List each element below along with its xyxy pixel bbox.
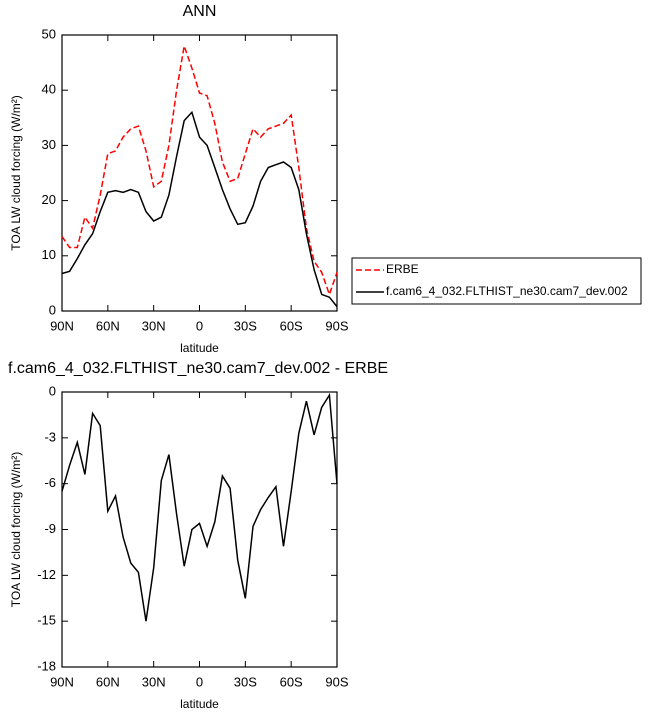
x-tick-label: 90S: [325, 674, 348, 689]
legend-label: ERBE: [386, 262, 419, 276]
y-tick-label: 30: [42, 137, 56, 152]
series-line: [61, 43, 338, 297]
y-tick-label: -3: [44, 429, 56, 444]
x-axis-label: latitude: [180, 341, 219, 355]
y-tick-label: 0: [49, 383, 56, 398]
y-tick-label: 0: [49, 302, 56, 317]
x-tick-label: 60N: [96, 674, 120, 689]
x-tick-label: 0: [196, 674, 203, 689]
y-tick-label: 50: [42, 26, 56, 41]
legend-label: f.cam6_4_032.FLTHIST_ne30.cam7_dev.002: [386, 284, 628, 298]
x-tick-label: 30N: [142, 318, 166, 333]
y-tick-label: -12: [37, 567, 56, 582]
y-tick-label: -18: [37, 658, 56, 673]
y-tick-label: 20: [42, 192, 56, 207]
series-line: [61, 392, 338, 622]
y-tick-label: -15: [37, 613, 56, 628]
y-tick-label: 10: [42, 247, 56, 262]
x-tick-label: 60S: [280, 318, 303, 333]
x-tick-label: 30S: [234, 674, 257, 689]
x-tick-label: 30N: [142, 674, 166, 689]
plot-frame: [61, 391, 338, 668]
x-tick-label: 0: [196, 318, 203, 333]
chart-title: f.cam6_4_032.FLTHIST_ne30.cam7_dev.002 -…: [8, 360, 388, 377]
x-axis-label: latitude: [180, 697, 219, 711]
x-tick-label: 30S: [234, 318, 257, 333]
legend-box: [351, 257, 642, 305]
x-tick-label: 90S: [325, 318, 348, 333]
x-tick-label: 60N: [96, 318, 120, 333]
y-tick-label: -6: [44, 475, 56, 490]
plot-frame: [61, 34, 338, 312]
y-tick-label: -9: [44, 521, 56, 536]
y-tick-label: 40: [42, 82, 56, 97]
x-tick-label: 90N: [50, 674, 74, 689]
x-tick-label: 90N: [50, 318, 74, 333]
chart-title: ANN: [183, 3, 217, 20]
series-line: [61, 110, 338, 308]
x-tick-label: 60S: [280, 674, 303, 689]
y-axis-label: TOA LW cloud forcing (W/m²): [9, 452, 23, 608]
y-axis-label: TOA LW cloud forcing (W/m²): [9, 95, 23, 251]
